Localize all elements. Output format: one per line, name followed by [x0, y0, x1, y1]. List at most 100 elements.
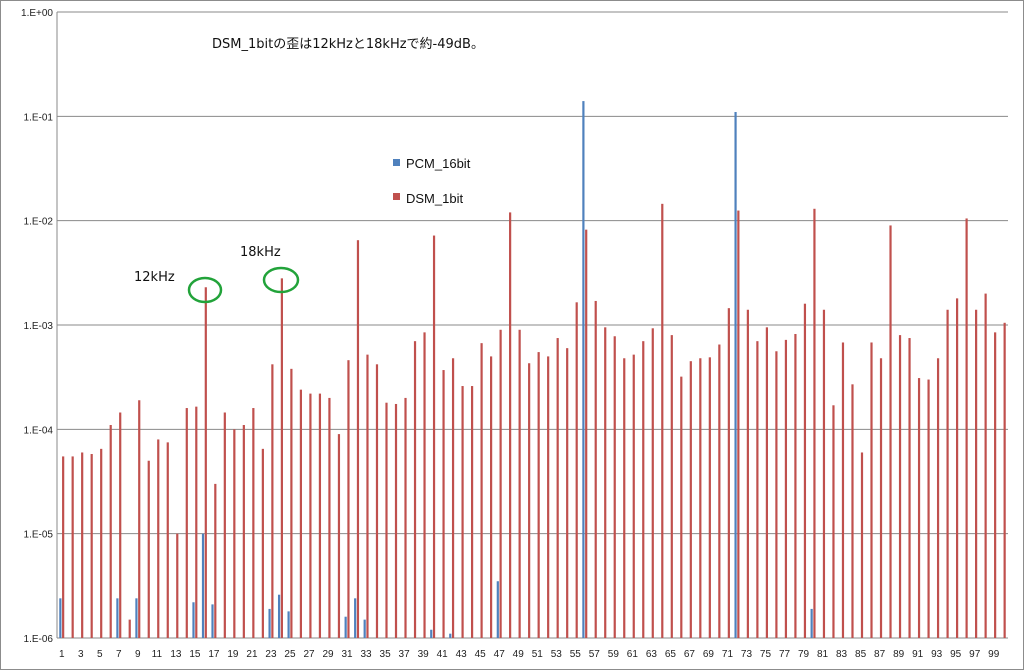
bar-dsm-1bit-80 — [813, 208, 816, 639]
bar-dsm-1bit-14 — [185, 408, 188, 638]
bar-dsm-1bit-38 — [413, 341, 417, 638]
bar-dsm-1bit-63 — [651, 328, 654, 638]
x-tick-label: 43 — [456, 649, 468, 660]
bar-dsm-1bit-37 — [404, 397, 407, 638]
bar-dsm-1bit-73 — [746, 309, 749, 638]
bar-dsm-1bit-85 — [860, 452, 864, 638]
bar-dsm-1bit-29 — [328, 397, 331, 638]
annotation-text: DSM_1bitの歪は12kHzと18kHzで約-49dB。 — [212, 37, 484, 52]
bar-dsm-1bit-53 — [556, 338, 559, 638]
bar-dsm-1bit-21 — [252, 408, 255, 638]
x-tick-label: 93 — [931, 649, 943, 660]
x-tick-label: 21 — [246, 649, 258, 660]
bar-dsm-1bit-84 — [851, 384, 854, 638]
bar-dsm-1bit-100 — [1003, 322, 1006, 638]
bar-dsm-1bit-23 — [271, 364, 274, 638]
x-tick-label: 85 — [855, 649, 867, 660]
bar-dsm-1bit-59 — [613, 336, 616, 638]
bar-dsm-1bit-43 — [461, 386, 464, 638]
legend-label-dsm: DSM_1bit — [406, 191, 463, 206]
marker-circle-12khz — [187, 276, 223, 304]
y-tick-label: 1.E-02 — [24, 217, 54, 228]
x-tick-label: 59 — [608, 649, 620, 660]
x-tick-label: 7 — [116, 649, 122, 660]
x-tick-label: 17 — [208, 649, 220, 660]
bar-pcm-16bit-15 — [192, 602, 195, 638]
bar-dsm-1bit-50 — [528, 363, 531, 638]
y-tick-label: 1.E-04 — [24, 425, 54, 436]
x-tick-label: 11 — [152, 649, 163, 660]
bar-dsm-1bit-55 — [575, 302, 578, 638]
bar-pcm-16bit-56 — [582, 101, 585, 639]
bar-dsm-1bit-67 — [689, 361, 692, 638]
x-tick-label: 97 — [969, 649, 981, 660]
x-tick-label: 9 — [135, 649, 141, 660]
bar-dsm-1bit-81 — [822, 309, 826, 638]
bar-dsm-1bit-61 — [632, 354, 635, 638]
bar-pcm-16bit-16 — [201, 533, 205, 638]
x-tick-label: 1 — [59, 649, 65, 660]
bar-pcm-16bit-17 — [211, 604, 214, 638]
bar-dsm-1bit-78 — [794, 333, 797, 638]
x-tick-label: 83 — [836, 649, 848, 660]
x-tick-label: 61 — [627, 649, 639, 660]
bar-dsm-1bit-76 — [775, 351, 778, 638]
bar-pcm-16bit-31 — [344, 616, 347, 638]
x-tick-label: 13 — [170, 649, 182, 660]
bar-dsm-1bit-25 — [290, 368, 293, 638]
bar-dsm-1bit-57 — [594, 300, 597, 638]
y-tick-label: 1.E+00 — [21, 8, 53, 19]
marker-label-18khz: 18kHz — [240, 245, 281, 260]
bar-dsm-1bit-92 — [927, 379, 930, 638]
bar-pcm-16bit-23 — [268, 608, 271, 638]
bar-dsm-1bit-71 — [727, 308, 730, 638]
y-tick-label: 1.E-03 — [24, 321, 54, 332]
x-tick-label: 33 — [361, 649, 373, 660]
bar-pcm-16bit-72 — [734, 112, 737, 638]
bar-dsm-1bit-77 — [784, 339, 788, 638]
bar-dsm-1bit-39 — [423, 332, 426, 638]
bar-dsm-1bit-68 — [699, 358, 702, 638]
grid-lines — [56, 11, 1008, 639]
bar-pcm-16bit-80 — [810, 608, 813, 638]
bar-dsm-1bit-35 — [385, 402, 388, 638]
bar-dsm-1bit-36 — [394, 403, 398, 638]
bar-dsm-1bit-30 — [337, 434, 341, 638]
bar-dsm-1bit-91 — [917, 378, 921, 638]
bar-dsm-1bit-87 — [879, 358, 883, 638]
bar-dsm-1bit-9 — [138, 400, 141, 638]
bar-dsm-1bit-69 — [708, 357, 711, 638]
bar-dsm-1bit-7 — [119, 412, 122, 638]
bar-dsm-1bit-20 — [242, 425, 245, 638]
x-tick-label: 87 — [874, 649, 886, 660]
bar-dsm-1bit-31 — [347, 360, 350, 638]
bar-pcm-16bit-32 — [354, 598, 357, 638]
bar-dsm-1bit-74 — [756, 341, 759, 638]
legend-swatch-dsm — [393, 193, 400, 200]
bar-dsm-1bit-26 — [299, 389, 303, 638]
y-axis-ticks: 1.E+00 1.E-01 1.E-02 1.E-03 1.E-04 1.E-05 1.E-… — [21, 8, 53, 645]
bar-pcm-16bit-42 — [449, 633, 452, 638]
bar-dsm-1bit-52 — [547, 356, 550, 638]
x-tick-label: 67 — [684, 649, 696, 660]
x-tick-label: 31 — [341, 649, 353, 660]
x-tick-label: 41 — [437, 649, 449, 660]
x-tick-label: 5 — [97, 649, 103, 660]
x-tick-label: 19 — [227, 649, 239, 660]
bar-dsm-1bit-79 — [803, 303, 807, 638]
x-tick-label: 25 — [284, 649, 296, 660]
x-tick-label: 89 — [893, 649, 905, 660]
bar-dsm-1bit-34 — [375, 364, 379, 638]
bar-dsm-1bit-49 — [518, 329, 521, 638]
bar-dsm-1bit-99 — [994, 332, 997, 638]
x-tick-label: 69 — [703, 649, 715, 660]
bar-dsm-1bit-44 — [470, 386, 474, 638]
bar-dsm-1bit-97 — [975, 309, 978, 638]
x-tick-label: 27 — [303, 649, 315, 660]
bar-dsm-1bit-89 — [898, 335, 902, 638]
bar-dsm-1bit-42 — [451, 358, 455, 638]
legend-swatch-pcm — [393, 159, 400, 166]
x-tick-label: 75 — [760, 649, 772, 660]
bar-dsm-1bit-86 — [870, 342, 873, 638]
